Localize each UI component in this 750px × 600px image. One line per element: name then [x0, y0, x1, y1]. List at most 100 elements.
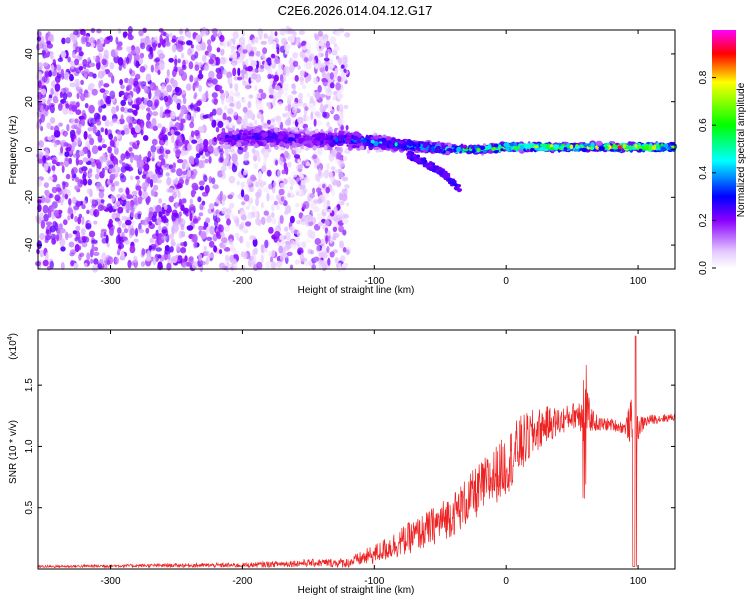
noise-cell — [93, 246, 99, 252]
noise-cell — [77, 123, 83, 129]
noise-cell — [283, 66, 287, 75]
noise-cell — [292, 241, 300, 246]
noise-cell — [322, 183, 326, 189]
noise-cell — [74, 185, 80, 191]
noise-cell — [337, 93, 344, 99]
noise-cell — [146, 88, 150, 94]
noise-cell — [172, 94, 178, 103]
noise-cell — [138, 228, 145, 234]
noise-cell — [186, 40, 193, 46]
noise-cell — [301, 45, 307, 51]
ridge-cell — [232, 130, 238, 136]
noise-cell — [87, 149, 91, 159]
noise-cell — [340, 255, 346, 262]
noise-cell — [77, 216, 82, 225]
noise-cell — [166, 176, 172, 186]
noise-cell — [276, 68, 284, 76]
noise-cell — [88, 104, 95, 114]
noise-cell — [64, 181, 69, 188]
noise-cell — [134, 227, 139, 237]
noise-cell — [274, 31, 278, 37]
noise-cell — [287, 161, 292, 168]
noise-cell — [126, 189, 130, 196]
noise-cell — [158, 63, 165, 71]
noise-cell — [48, 176, 54, 181]
noise-cell — [124, 151, 131, 160]
noise-cell — [82, 31, 86, 37]
noise-cell — [305, 161, 311, 167]
noise-cell — [87, 57, 91, 62]
noise-cell — [205, 257, 209, 266]
noise-cell — [201, 191, 209, 197]
noise-cell — [338, 262, 342, 271]
noise-cell — [145, 196, 150, 206]
noise-cell — [60, 68, 65, 77]
noise-cell — [229, 102, 235, 107]
noise-cell — [157, 42, 161, 48]
noise-cell — [207, 77, 213, 84]
noise-cell — [176, 243, 181, 251]
noise-cell — [174, 86, 180, 93]
noise-cell — [242, 49, 248, 54]
noise-cell — [80, 228, 86, 236]
noise-cell — [260, 40, 267, 45]
noise-cell — [338, 119, 345, 125]
noise-cell — [60, 262, 65, 271]
noise-cell — [172, 70, 177, 78]
noise-cell — [67, 215, 71, 221]
noise-cell — [63, 131, 68, 137]
ridge-cell — [403, 142, 409, 146]
noise-cell — [148, 124, 154, 129]
noise-cell — [171, 135, 175, 144]
noise-cell — [254, 85, 258, 91]
noise-cell — [202, 225, 207, 230]
noise-cell — [98, 190, 105, 199]
noise-cell — [204, 184, 210, 194]
noise-cell — [185, 162, 190, 170]
noise-cell — [202, 114, 209, 119]
ridge-cell — [360, 139, 368, 143]
noise-cell — [91, 239, 98, 244]
noise-cell — [45, 32, 49, 42]
noise-cell — [140, 261, 146, 267]
noise-cell — [242, 265, 246, 272]
noise-cell — [131, 190, 138, 196]
noise-cell — [53, 90, 59, 97]
noise-cell — [255, 197, 260, 207]
noise-cell — [139, 103, 146, 110]
noise-cell — [198, 225, 204, 231]
noise-cell — [254, 210, 259, 220]
noise-cell — [49, 103, 55, 107]
noise-cell — [329, 251, 335, 258]
noise-cell — [114, 164, 119, 171]
noise-cell — [167, 252, 171, 260]
noise-cell — [127, 108, 134, 113]
noise-cell — [43, 53, 50, 58]
noise-cell — [228, 238, 233, 245]
ridge-cell — [529, 142, 535, 147]
noise-cell — [49, 51, 54, 59]
noise-cell — [150, 145, 157, 153]
noise-cell — [256, 261, 263, 270]
noise-cell — [204, 158, 209, 164]
noise-cell — [335, 82, 341, 91]
noise-cell — [317, 221, 323, 227]
noise-cell — [277, 101, 283, 107]
noise-cell — [156, 123, 163, 129]
noise-cell — [104, 128, 108, 136]
noise-cell — [289, 185, 293, 191]
noise-cell — [233, 91, 240, 97]
noise-cell — [44, 189, 50, 198]
noise-cell — [308, 103, 314, 109]
noise-cell — [68, 205, 72, 213]
noise-cell — [60, 246, 66, 252]
noise-cell — [115, 36, 119, 45]
noise-cell — [336, 180, 342, 188]
noise-cell — [42, 204, 49, 214]
noise-cell — [76, 92, 80, 99]
noise-cell — [299, 70, 305, 77]
noise-cell — [270, 57, 275, 65]
noise-cell — [201, 94, 207, 103]
noise-cell — [185, 114, 191, 121]
noise-cell — [338, 159, 345, 168]
